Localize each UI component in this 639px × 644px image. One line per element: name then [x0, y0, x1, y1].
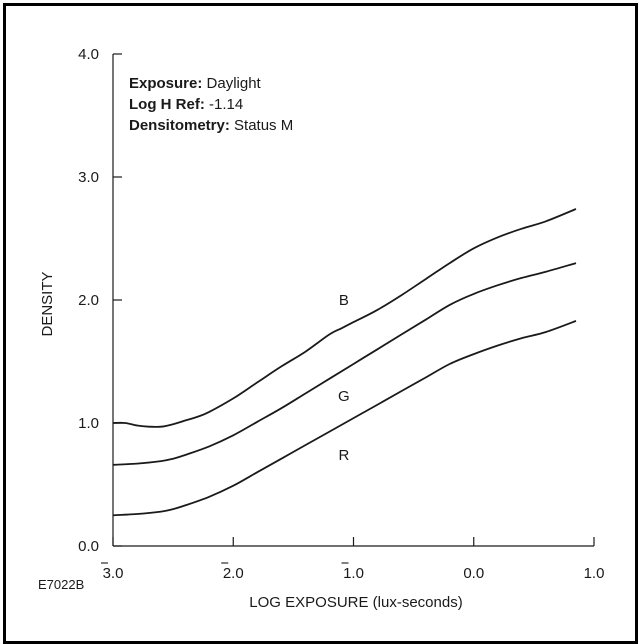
figure-code: E7022B: [38, 577, 84, 592]
x-tick-label: 2.0: [223, 565, 244, 582]
curves: [112, 208, 577, 517]
annotation-line: Densitometry: Status M: [129, 117, 293, 134]
annotation-key: Exposure:: [129, 75, 202, 92]
y-tick-label: 1.0: [78, 415, 99, 432]
series-label-r: R: [338, 447, 349, 464]
curve-b: [112, 208, 577, 428]
y-tick-label: 3.0: [78, 169, 99, 186]
x-tick-label: 1.0: [343, 565, 364, 582]
curve-r: [112, 320, 577, 517]
y-ticks: 0.0 1.0 2.0 3.0 4.0: [78, 46, 122, 555]
x-ticks: 3.0 2.0 1.0 0.0 1.0: [101, 537, 604, 582]
annotation-block: Exposure: Daylight Log H Ref: -1.14 Densit…: [129, 75, 293, 134]
annotation-value: Daylight: [202, 75, 261, 92]
x-tick-label: 1.0: [584, 565, 605, 582]
density-chart: 0.0 1.0 2.0 3.0 4.0 3.0 2.0 1.0 0.0 1.0 B G R Expo…: [38, 46, 604, 611]
x-tick-label: 3.0: [103, 565, 124, 582]
x-axis-title: LOG EXPOSURE (lux-seconds): [249, 594, 462, 611]
curve-g: [112, 262, 577, 466]
annotation-value: -1.14: [205, 96, 243, 113]
annotation-key: Log H Ref:: [129, 96, 205, 113]
chart-frame: 0.0 1.0 2.0 3.0 4.0 3.0 2.0 1.0 0.0 1.0 B G R Expo…: [3, 3, 638, 644]
y-tick-label: 2.0: [78, 292, 99, 309]
series-label-g: G: [338, 388, 350, 405]
annotation-key: Densitometry:: [129, 117, 230, 134]
x-tick-label: 0.0: [463, 565, 484, 582]
annotation-line: Log H Ref: -1.14: [129, 96, 243, 113]
annotation-line: Exposure: Daylight: [129, 75, 262, 92]
y-axis-title: DENSITY: [39, 271, 56, 336]
annotation-value: Status M: [230, 117, 293, 134]
y-tick-label: 4.0: [78, 46, 99, 63]
y-tick-label: 0.0: [78, 538, 99, 555]
series-labels: B G R: [338, 292, 350, 464]
series-label-b: B: [339, 292, 349, 309]
